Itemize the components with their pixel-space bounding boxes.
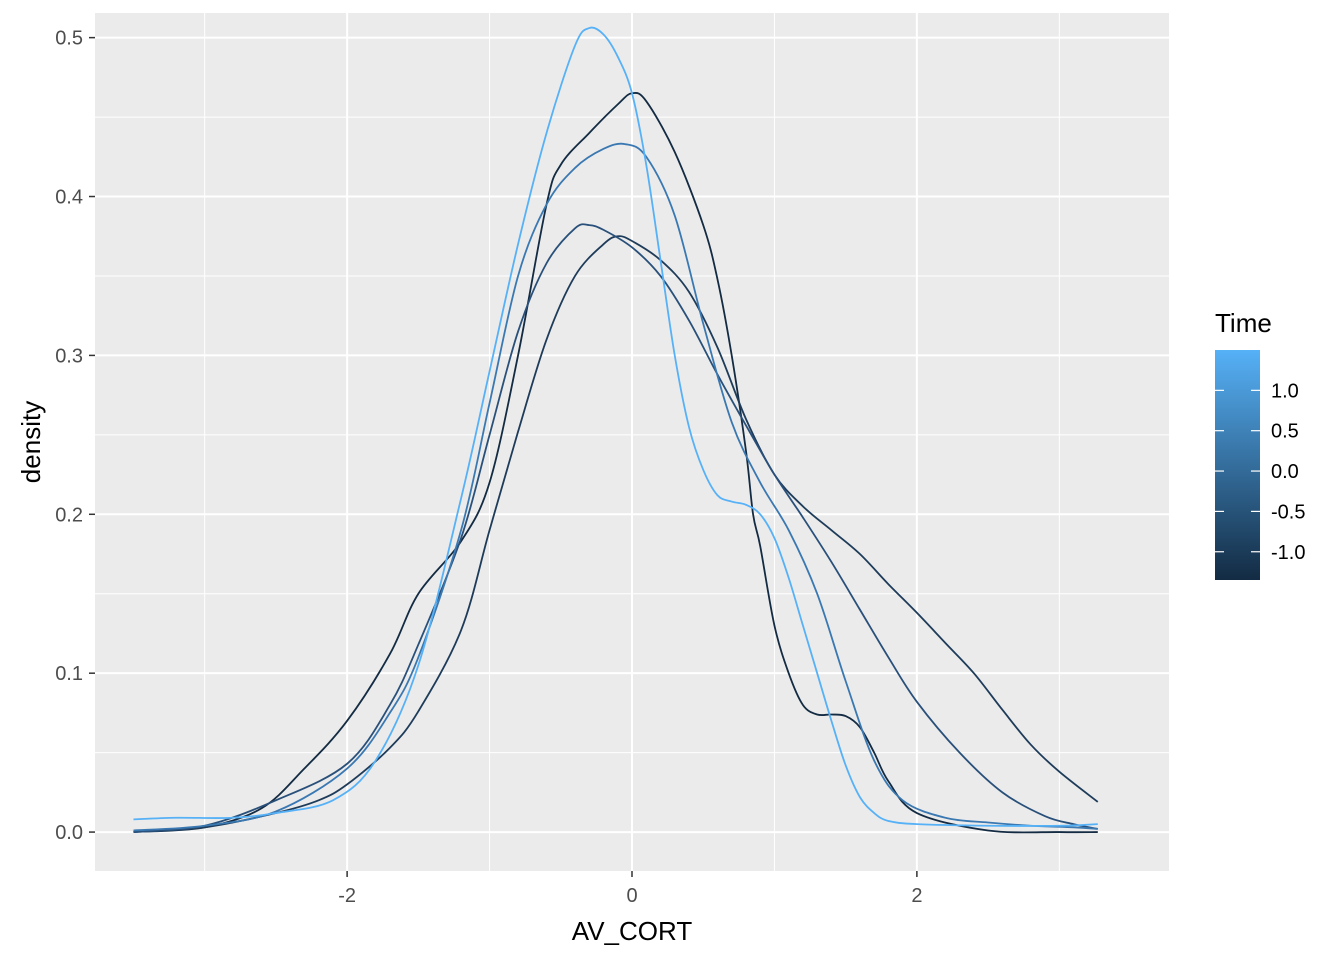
legend-label: 0.0 <box>1271 461 1299 483</box>
legend: Time 1.0 0.5 0.0 -0.5 -1.0 <box>1215 308 1305 580</box>
legend-label: -0.5 <box>1271 501 1305 523</box>
x-tick-label: 2 <box>911 885 922 907</box>
y-tick-label: 0.4 <box>55 187 83 209</box>
y-tick-label: 0.1 <box>55 663 83 685</box>
x-axis-ticks: -2 0 2 <box>338 871 922 907</box>
legend-title: Time <box>1215 308 1272 338</box>
legend-label: -1.0 <box>1271 542 1305 564</box>
density-curve-4 <box>133 26 1098 827</box>
y-tick-label: 0.0 <box>55 822 83 844</box>
density-curves <box>133 26 1099 834</box>
legend-label: 1.0 <box>1271 380 1299 402</box>
legend-colorbar <box>1215 350 1260 580</box>
legend-ticks: 1.0 0.5 0.0 -0.5 -1.0 <box>1215 380 1305 564</box>
y-axis-title: density <box>16 401 46 483</box>
x-tick-label: -2 <box>338 885 356 907</box>
legend-label: 0.5 <box>1271 421 1299 443</box>
x-tick-label: 0 <box>626 885 637 907</box>
y-tick-label: 0.2 <box>55 504 83 526</box>
y-axis-ticks: 0.0 0.1 0.2 0.3 0.4 0.5 <box>55 28 95 844</box>
density-curve-2 <box>133 223 1098 833</box>
major-gridlines <box>95 13 1169 871</box>
density-curve-0 <box>133 91 1098 834</box>
y-tick-label: 0.3 <box>55 345 83 367</box>
y-tick-label: 0.5 <box>55 28 83 50</box>
x-axis-title: AV_CORT <box>572 916 693 946</box>
density-curve-1 <box>133 235 1099 833</box>
density-curve-3 <box>133 142 1098 832</box>
